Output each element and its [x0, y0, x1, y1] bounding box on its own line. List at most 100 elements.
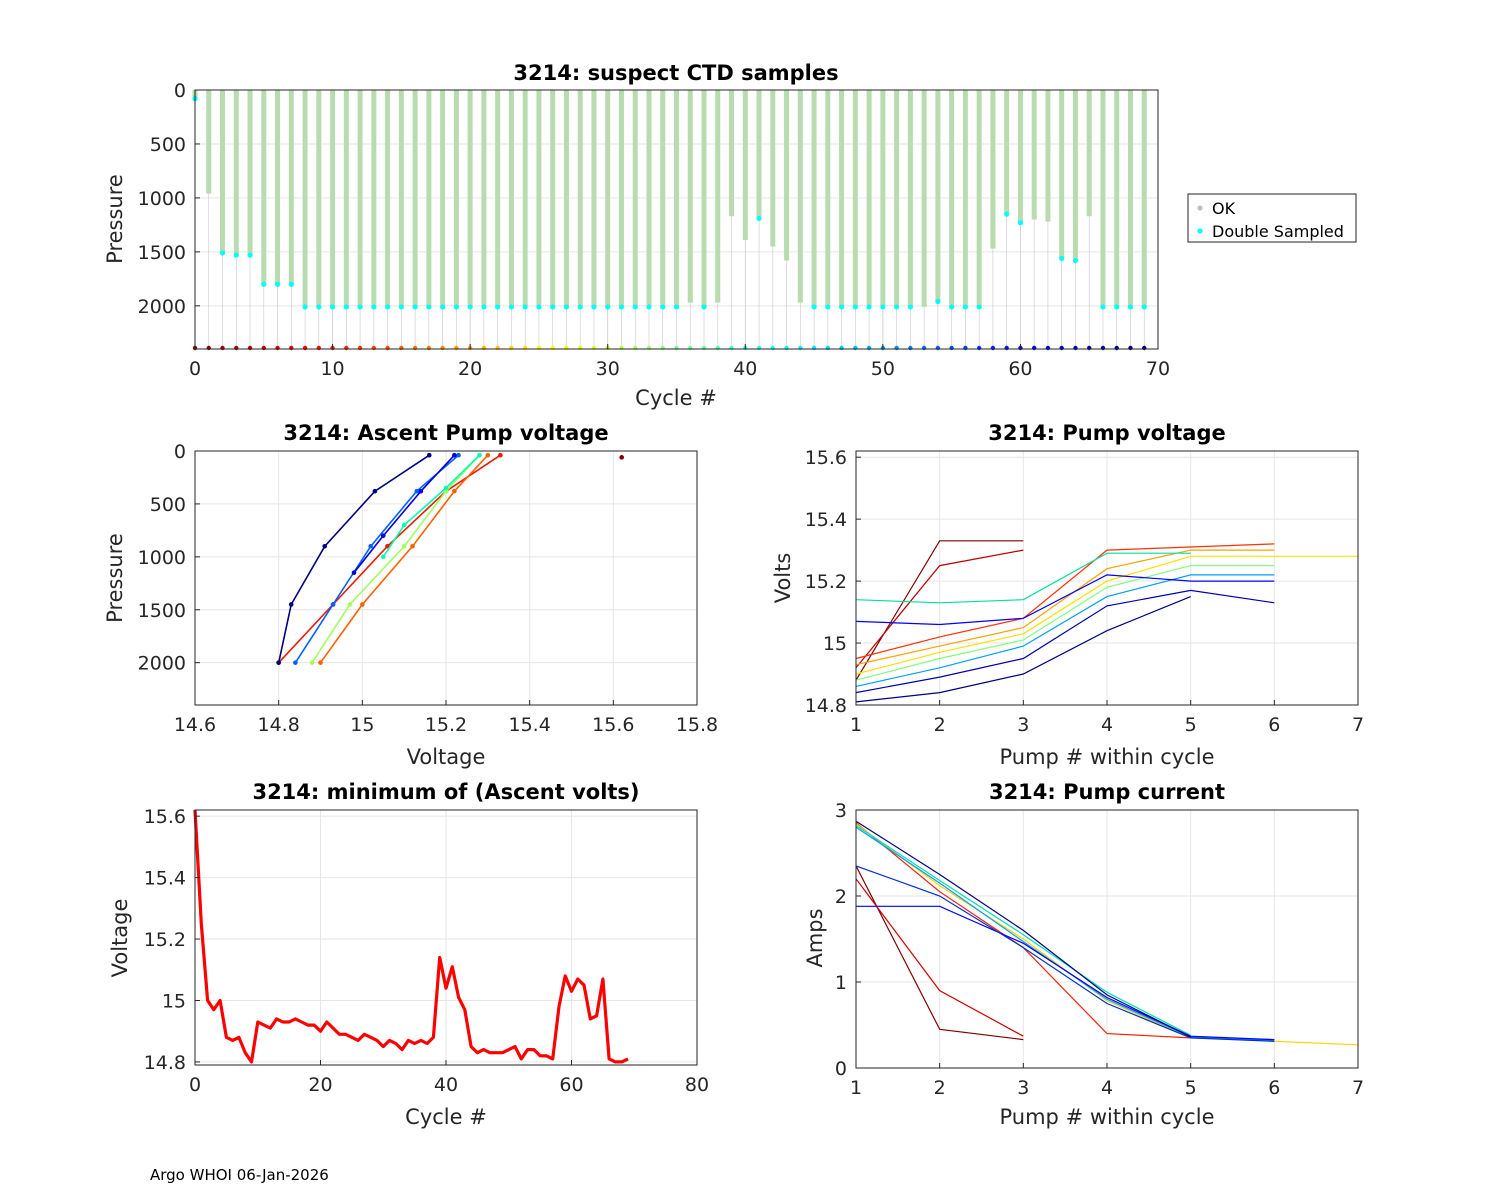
ctd-cycle-marker [1114, 345, 1119, 351]
legend-box [1187, 193, 1357, 243]
ctd-cycle-marker [399, 345, 404, 351]
ctd-cycle-marker [784, 345, 789, 351]
pumpc-x-tick-label: 4 [1101, 1077, 1113, 1099]
ctd-cycle-marker [921, 345, 927, 351]
ctd-cycle-marker [440, 345, 445, 351]
pumpv-panel: 1 2 3 4 5 6 7 14.8 15 15.2 15.4 15.6 3214: Pump vo… [771, 421, 1364, 769]
ctd-double-sampled-point [261, 281, 267, 287]
ctd-cycle-marker [302, 345, 308, 351]
pumpc-x-tick-label: 5 [1185, 1077, 1197, 1099]
ctd-x-tick-label: 20 [458, 358, 482, 380]
ctd-cycle-marker [426, 345, 432, 351]
pumpc-x-tick-label: 1 [850, 1077, 862, 1099]
ascent-y-tick-label: 2000 [138, 653, 186, 675]
ctd-double-sampled-point [302, 304, 308, 310]
ascent-series-point [498, 452, 503, 458]
pumpv-series-line [855, 574, 1275, 687]
ctd-double-sampled-point [1017, 220, 1024, 226]
ctd-cycle-marker [674, 345, 679, 351]
ctd-double-sampled-point [426, 304, 432, 310]
ascent-series-point [477, 452, 482, 458]
pumpc-y-tick-label: 0 [835, 1058, 847, 1080]
ascent-series-point [401, 522, 407, 528]
ctd-double-sampled-point [343, 304, 349, 310]
ascent-series-point [401, 543, 407, 549]
ctd-double-sampled-point [1072, 257, 1079, 264]
pumpv-series-line [855, 596, 1191, 703]
ctd-double-sampled-point [1127, 304, 1134, 310]
minv-y-tick-label: 15.2 [144, 929, 186, 951]
ctd-cycle-marker [1073, 345, 1078, 351]
pumpv-x-ticks: 1 2 3 4 5 6 7 [850, 700, 1364, 736]
ctd-double-sampled-point [962, 304, 969, 310]
pumpc-series-line [855, 865, 1024, 1041]
ctd-cycle-marker [894, 345, 899, 351]
ctd-cycle-marker [220, 345, 225, 351]
ctd-double-sampled-point [825, 304, 831, 310]
ctd-cycle-marker [1045, 345, 1051, 351]
minv-x-tick-label: 0 [189, 1074, 201, 1096]
pumpv-x-tick-label: 2 [934, 714, 946, 736]
ascent-series-point [380, 533, 386, 538]
pumpv-series-line [855, 574, 1275, 626]
ctd-y-tick-label: 500 [150, 134, 186, 156]
ctd-double-sampled-point [371, 304, 377, 310]
ascent-series-point [410, 543, 415, 549]
ctd-cycle-marker [701, 345, 707, 351]
ctd-cycle-marker [509, 345, 514, 351]
pumpc-x-tick-label: 3 [1017, 1077, 1029, 1099]
ascent-series-line [353, 454, 455, 574]
ctd-double-sampled-point [976, 304, 982, 310]
minv-panel: 0 20 40 60 80 14.8 15 15.2 15.4 15.6 3214: minim… [108, 780, 709, 1129]
ctd-double-sampled-point [481, 304, 487, 310]
ctd-cycle-marker [261, 345, 266, 351]
ctd-legend: OK Double Sampled [1187, 193, 1357, 243]
ctd-cycle-marker [1128, 345, 1133, 351]
minv-x-label: Cycle # [405, 1105, 487, 1129]
ctd-double-sampled-point [357, 304, 363, 310]
ctd-double-sampled-point [660, 304, 666, 310]
ctd-cycle-marker [619, 345, 624, 351]
ascent-y-tick-label: 0 [174, 441, 186, 463]
ctd-double-sampled-point [316, 304, 322, 310]
ctd-x-tick-label: 10 [320, 358, 344, 380]
pumpc-series-line [855, 820, 1191, 1038]
ascent-y-tick-label: 1000 [138, 547, 186, 569]
pumpv-y-tick-label: 15.4 [805, 509, 847, 531]
ctd-cycle-marker [853, 345, 858, 351]
ascent-series-point [414, 488, 420, 494]
ctd-cycle-marker [1087, 345, 1092, 351]
ascent-x-tick-label: 15.2 [425, 714, 467, 736]
ctd-cycle-marker [729, 345, 734, 351]
pumpv-y-tick-label: 15.6 [805, 447, 847, 469]
minv-x-tick-label: 60 [559, 1074, 583, 1096]
ascent-series-point [452, 452, 457, 458]
ctd-double-sampled-point [605, 304, 611, 310]
legend-double-label: Double Sampled [1212, 222, 1344, 241]
ctd-cycle-marker [357, 345, 363, 351]
ctd-double-sampled-point [219, 250, 226, 256]
ascent-y-label: Pressure [103, 533, 127, 623]
ctd-cycle-marker [660, 345, 665, 351]
pumpc-x-tick-label: 2 [934, 1077, 946, 1099]
ctd-double-sampled-point [577, 304, 583, 310]
ctd-x-tick-label: 0 [189, 358, 201, 380]
pumpc-series-line [855, 865, 1275, 1042]
pumpc-series-line [855, 824, 1191, 1036]
ctd-double-sampled-point [632, 304, 638, 310]
ctd-cycle-marker [756, 345, 762, 351]
ctd-double-sampled-point [563, 304, 570, 310]
pumpv-series-line [855, 555, 1358, 675]
ctd-double-sampled-point [838, 304, 845, 310]
ascent-x-tick-label: 15.6 [592, 714, 634, 736]
ctd-x-tick-label: 70 [1146, 358, 1170, 380]
ctd-bars [192, 90, 1147, 351]
ascent-series-point [452, 488, 457, 494]
ascent-series-point [347, 602, 353, 607]
ctd-double-sampled-point [440, 304, 446, 310]
minv-x-tick-label: 80 [685, 1074, 709, 1096]
ctd-cycle-marker [495, 345, 500, 351]
ascent-y-tick-label: 1500 [138, 600, 186, 622]
ctd-double-sampled-point [453, 304, 459, 310]
ctd-double-sampled-point [247, 252, 253, 258]
